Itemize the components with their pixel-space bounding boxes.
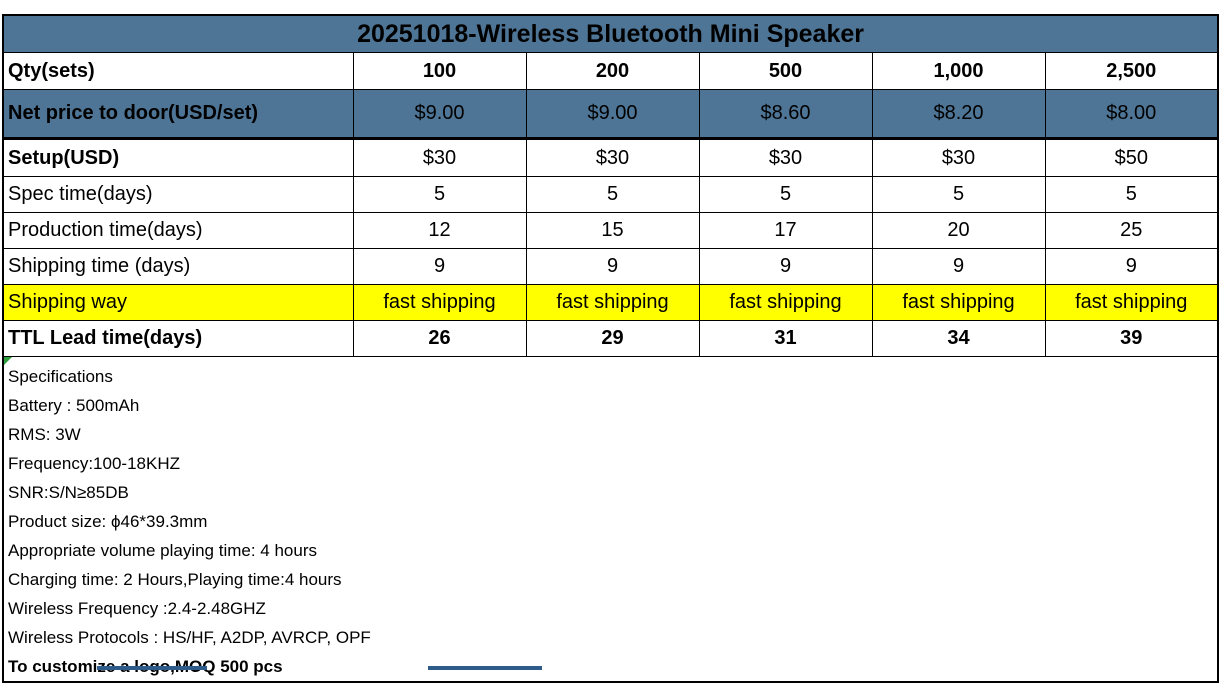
spec-line: Product size: ϕ46*39.3mm (8, 512, 208, 531)
row-spec-time: Spec time(days) 5 5 5 5 5 (2, 176, 1219, 213)
quote-table: 20251018-Wireless Bluetooth Mini Speaker… (2, 14, 1219, 683)
row-qty: Qty(sets) 100 200 500 1,000 2,500 (2, 52, 1219, 90)
row-label-setup: Setup(USD) (2, 138, 354, 177)
row-shipping-way: Shipping way fast shipping fast shipping… (2, 284, 1219, 321)
shipping-time-cell: 9 (525, 248, 700, 285)
row-label-production-time: Production time(days) (2, 212, 354, 249)
production-time-cell: 17 (698, 212, 873, 249)
ttl-lead-time-cell: 29 (525, 320, 700, 357)
shipping-time-cell: 9 (1044, 248, 1219, 285)
qty-cell: 500 (698, 52, 873, 90)
row-net-price: Net price to door(USD/set) $9.00 $9.00 $… (2, 89, 1219, 140)
spec-line: Charging time: 2 Hours,Playing time:4 ho… (8, 570, 342, 589)
row-label-qty: Qty(sets) (2, 52, 354, 90)
shipping-way-cell: fast shipping (871, 284, 1046, 321)
title-row: 20251018-Wireless Bluetooth Mini Speaker (2, 14, 1219, 53)
net-price-cell: $8.00 (1044, 89, 1219, 140)
row-production-time: Production time(days) 12 15 17 20 25 (2, 212, 1219, 249)
setup-cell: $30 (871, 138, 1046, 177)
setup-cell: $30 (698, 138, 873, 177)
net-price-cell: $9.00 (525, 89, 700, 140)
qty-cell: 100 (352, 52, 527, 90)
production-time-cell: 25 (1044, 212, 1219, 249)
spec-time-cell: 5 (871, 176, 1046, 213)
spec-line: Battery : 500mAh (8, 396, 140, 415)
production-time-cell: 15 (525, 212, 700, 249)
ttl-lead-time-cell: 31 (698, 320, 873, 357)
qty-cell: 2,500 (1044, 52, 1219, 90)
row-label-spec-time: Spec time(days) (2, 176, 354, 213)
spec-line: Wireless Protocols : HS/HF, A2DP, AVRCP,… (8, 628, 371, 647)
setup-cell: $30 (525, 138, 700, 177)
row-shipping-time: Shipping time (days) 9 9 9 9 9 (2, 248, 1219, 285)
net-price-cell: $9.00 (352, 89, 527, 140)
shipping-way-cell: fast shipping (698, 284, 873, 321)
spec-time-cell: 5 (525, 176, 700, 213)
spec-time-cell: 5 (698, 176, 873, 213)
spec-line: Wireless Frequency :2.4-2.48GHZ (8, 599, 266, 618)
row-specifications: Specifications Battery : 500mAh RMS: 3W … (2, 356, 1219, 683)
net-price-cell: $8.60 (698, 89, 873, 140)
net-price-cell: $8.20 (871, 89, 1046, 140)
ttl-lead-time-cell: 26 (352, 320, 527, 357)
row-label-net-price: Net price to door(USD/set) (2, 89, 354, 140)
spec-line: Frequency:100-18KHZ (8, 454, 180, 473)
setup-cell: $50 (1044, 138, 1219, 177)
shipping-way-cell: fast shipping (352, 284, 527, 321)
ttl-lead-time-cell: 34 (871, 320, 1046, 357)
qty-cell: 1,000 (871, 52, 1046, 90)
shipping-time-cell: 9 (871, 248, 1046, 285)
spec-line: RMS: 3W (8, 425, 81, 444)
spec-time-cell: 5 (352, 176, 527, 213)
shipping-time-cell: 9 (698, 248, 873, 285)
specifications-block: Specifications Battery : 500mAh RMS: 3W … (2, 356, 1219, 683)
spec-line: Specifications (8, 367, 113, 386)
shipping-way-cell: fast shipping (525, 284, 700, 321)
spec-line: Appropriate volume playing time: 4 hours (8, 541, 317, 560)
cutoff-cell-fragment (428, 666, 542, 670)
row-ttl-lead-time: TTL Lead time(days) 26 29 31 34 39 (2, 320, 1219, 357)
quotation-sheet: 20251018-Wireless Bluetooth Mini Speaker… (2, 14, 1219, 683)
spec-time-cell: 5 (1044, 176, 1219, 213)
qty-cell: 200 (525, 52, 700, 90)
cell-error-indicator-icon (4, 357, 12, 365)
shipping-way-cell: fast shipping (1044, 284, 1219, 321)
row-label-ttl-lead-time: TTL Lead time(days) (2, 320, 354, 357)
row-setup: Setup(USD) $30 $30 $30 $30 $50 (2, 138, 1219, 177)
row-label-shipping-time: Shipping time (days) (2, 248, 354, 285)
production-time-cell: 12 (352, 212, 527, 249)
sheet-title: 20251018-Wireless Bluetooth Mini Speaker (2, 14, 1219, 53)
shipping-time-cell: 9 (352, 248, 527, 285)
row-label-shipping-way: Shipping way (2, 284, 354, 321)
setup-cell: $30 (352, 138, 527, 177)
cutoff-cell-fragment (97, 666, 207, 670)
production-time-cell: 20 (871, 212, 1046, 249)
ttl-lead-time-cell: 39 (1044, 320, 1219, 357)
spec-line: SNR:S/N≥85DB (8, 483, 129, 502)
